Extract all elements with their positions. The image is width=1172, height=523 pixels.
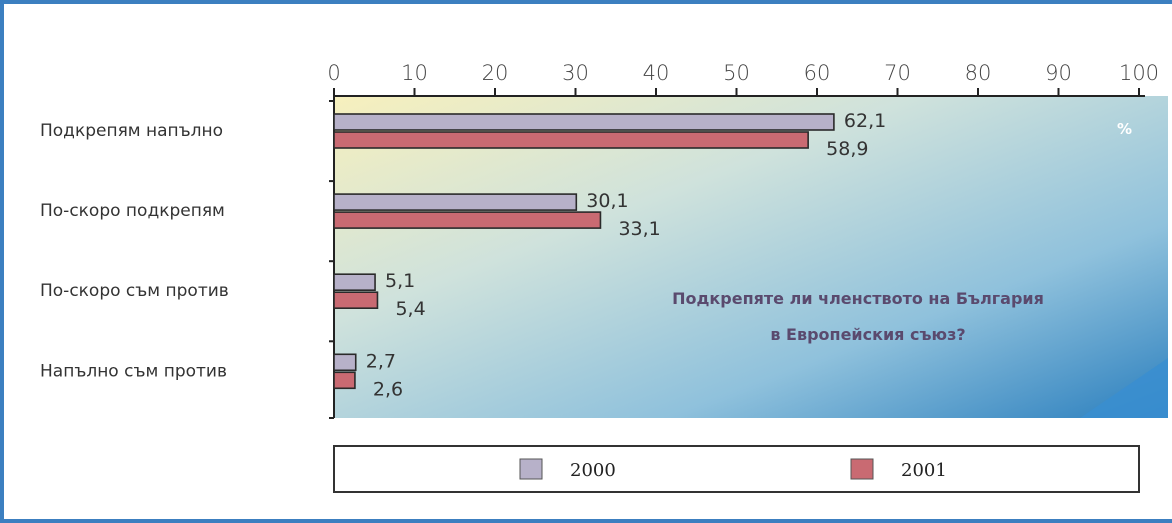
x-tick-label: 10 bbox=[401, 61, 428, 85]
legend-swatch-2001 bbox=[850, 458, 874, 480]
plot-area bbox=[334, 96, 1168, 418]
data-label: 5,1 bbox=[385, 270, 415, 292]
labels-layer: Подкрепям напълно 62,1 58,9 По-скоро подкре… bbox=[40, 110, 886, 400]
x-tick-label: 80 bbox=[965, 61, 992, 85]
category-label: По-скоро подкрепям bbox=[40, 201, 225, 221]
legend-swatch-2000 bbox=[519, 458, 543, 480]
x-tick-label: 0 bbox=[327, 61, 340, 85]
category-label: По-скоро съм против bbox=[40, 281, 229, 301]
data-label: 33,1 bbox=[618, 218, 660, 240]
data-label: 62,1 bbox=[844, 110, 886, 132]
legend-label-2000: 2000 bbox=[570, 460, 616, 481]
question-line-2: в Европейския съюз? bbox=[770, 325, 965, 344]
bar bbox=[333, 193, 578, 211]
x-tick-label: 100 bbox=[1119, 61, 1159, 85]
data-label: 2,7 bbox=[366, 350, 396, 372]
legend-box bbox=[333, 445, 1140, 493]
bar bbox=[333, 291, 379, 309]
legend: 2000 2001 bbox=[333, 445, 1140, 493]
bars-layer bbox=[333, 113, 835, 390]
x-tick-label: 60 bbox=[804, 61, 831, 85]
bar bbox=[333, 211, 602, 229]
x-tick-label: 30 bbox=[562, 61, 589, 85]
bar bbox=[333, 113, 835, 131]
question-line-1: Подкрепяте ли членството на България bbox=[672, 289, 1044, 308]
data-label: 58,9 bbox=[826, 138, 868, 160]
category-label: Напълно съм против bbox=[40, 361, 227, 381]
bar bbox=[333, 131, 809, 149]
x-tick-label: 20 bbox=[482, 61, 509, 85]
bar bbox=[333, 273, 376, 291]
x-tick-label: 90 bbox=[1045, 61, 1072, 85]
x-tick-label: 70 bbox=[884, 61, 911, 85]
category-label: Подкрепям напълно bbox=[40, 121, 223, 141]
unit-label: % bbox=[1117, 120, 1132, 138]
data-label: 2,6 bbox=[373, 378, 403, 400]
data-label: 5,4 bbox=[395, 298, 425, 320]
legend-label-2001: 2001 bbox=[901, 460, 947, 481]
data-label: 30,1 bbox=[586, 190, 628, 212]
x-tick-label: 40 bbox=[643, 61, 670, 85]
corner-decoration bbox=[1080, 358, 1168, 418]
bar bbox=[333, 371, 356, 390]
bar bbox=[333, 353, 357, 372]
x-tick-label: 50 bbox=[723, 61, 750, 85]
